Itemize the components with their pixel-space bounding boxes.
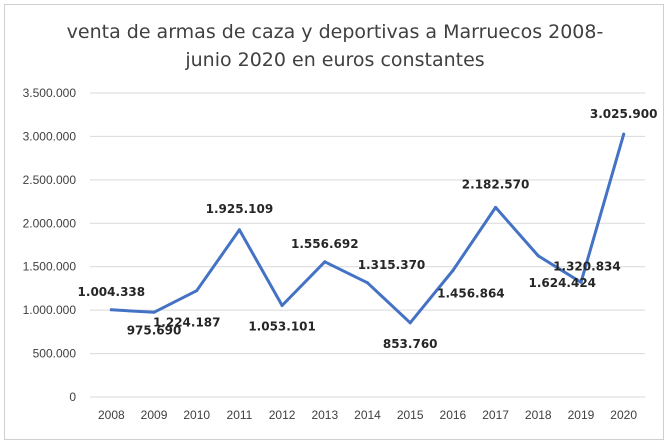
data-point [579,280,583,284]
y-axis-ticks: 0 500.000 1.000.000 1.500.000 2.000.000 2.500… [23,86,77,404]
data-label: 3.025.900 [590,107,658,121]
x-tick-label: 2019 [568,408,595,422]
chart-title-line-1: venta de armas de caza y deportivas a Ma… [66,21,604,43]
y-tick-label: 2.500.000 [23,173,77,187]
chart-frame [4,4,664,440]
data-label: 1.315.370 [358,258,426,272]
x-tick-label: 2015 [397,408,424,422]
data-point [152,310,156,314]
x-tick-label: 2020 [610,408,637,422]
data-point [237,228,241,232]
data-point [109,308,113,312]
chart-title: venta de armas de caza y deportivas a Ma… [0,18,670,74]
y-tick-label: 500.000 [33,347,77,361]
chart-title-line-2: junio 2020 en euros constantes [185,49,485,71]
data-point [494,205,498,209]
data-label: 1.320.834 [553,259,621,273]
data-label: 1.456.864 [437,286,505,300]
data-point [280,304,284,308]
x-tick-label: 2018 [525,408,552,422]
data-label: 1.053.101 [248,320,316,334]
y-tick-label: 3.500.000 [23,86,77,100]
series-line [109,132,626,325]
data-label: 1.556.692 [291,237,359,251]
y-tick-label: 1.000.000 [23,303,77,317]
data-label: 1.004.338 [78,285,146,299]
data-label: 853.760 [383,337,438,351]
x-tick-label: 2014 [354,408,381,422]
data-label: 975.690 [127,323,182,337]
y-tick-label: 0 [69,390,76,404]
data-point [536,254,540,258]
data-point [195,289,199,293]
gridlines [90,92,645,398]
x-tick-label: 2016 [440,408,467,422]
x-tick-label: 2010 [183,408,210,422]
data-label: 1.224.187 [153,316,221,330]
x-tick-label: 2012 [269,408,296,422]
y-tick-label: 1.500.000 [23,260,77,274]
x-tick-label: 2013 [311,408,338,422]
series-line-group [109,132,626,325]
x-tick-label: 2009 [141,408,168,422]
data-label: 1.925.109 [206,202,274,216]
y-tick-label: 3.000.000 [23,129,77,143]
y-tick-label: 2.000.000 [23,216,77,230]
x-tick-label: 2017 [482,408,509,422]
data-point [451,268,455,272]
x-axis-ticks: 2008 2009 2010 2011 2012 2013 2014 2015 2016 2017… [98,408,637,422]
data-point [366,281,369,285]
data-point [408,321,412,325]
data-point [622,132,626,136]
data-label: 1.624.424 [528,276,596,290]
data-point [323,260,327,264]
x-tick-label: 2011 [227,408,253,422]
data-label: 2.182.570 [462,177,530,191]
x-tick-label: 2008 [98,408,125,422]
